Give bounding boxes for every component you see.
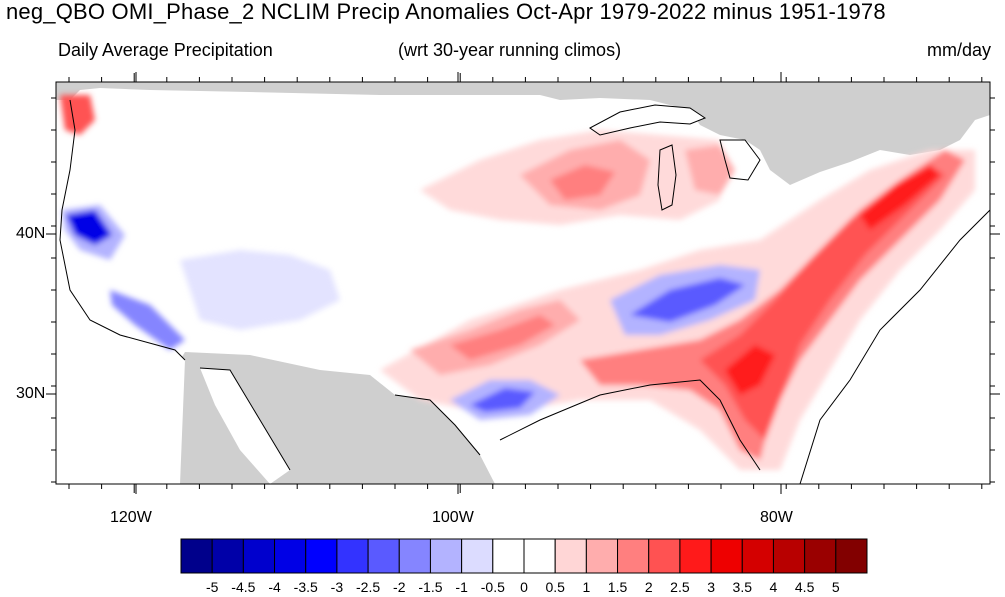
colorbar-swatch	[585, 538, 619, 574]
colorbar-swatch	[835, 538, 868, 574]
lon-label-120w: 120W	[110, 509, 152, 526]
lake-superior-mask	[590, 105, 705, 135]
canada-mask	[56, 82, 990, 185]
neg-west	[180, 250, 340, 330]
map-title: neg_QBO OMI_Phase_2 NCLIM Precip Anomali…	[6, 0, 886, 24]
colorbar-swatch	[741, 538, 774, 574]
colorbar-tick-label: -2	[393, 579, 406, 595]
colorbar-tick-label: -1	[455, 579, 468, 595]
colorbar-swatch	[461, 538, 494, 574]
baja-outline	[199, 367, 291, 471]
colorbar-tick-label: -5	[206, 579, 219, 595]
colorbar-swatch	[429, 538, 463, 574]
colorbar-tick-label: 3	[707, 579, 715, 595]
colorbar-swatch	[398, 538, 431, 574]
neg-texas-core	[470, 388, 535, 412]
lon-label-80w: 80W	[760, 509, 793, 526]
colorbar-tick-label: -0.5	[481, 579, 505, 595]
pacific-water	[56, 100, 185, 484]
colorbar-swatch	[211, 538, 244, 574]
lon-label-100w: 100W	[432, 509, 474, 526]
lat-label-30n: 30N	[16, 385, 46, 402]
colorbar-tick-label: 5	[832, 579, 840, 595]
colorbar-tick-label: 1	[582, 579, 590, 595]
colorbar-swatch	[554, 538, 587, 574]
colorbar-tick-label: 4.5	[795, 579, 815, 595]
colorbar-tick-label: -3.5	[294, 579, 318, 595]
colorbar-swatch	[679, 538, 712, 574]
colorbar-tick-label: -4.5	[231, 579, 255, 595]
colorbar-tick-label: 2.5	[670, 579, 690, 595]
colorbar-swatch	[242, 538, 276, 574]
colorbar-tick-label: -1.5	[418, 579, 442, 595]
neg-california-core	[66, 210, 112, 245]
great-lakes-outline	[589, 104, 761, 211]
pos-northeast-core	[860, 165, 940, 230]
colorbar-swatch	[336, 538, 369, 574]
colorbar-tick-label: 3.5	[733, 579, 753, 595]
atlantic-water	[800, 210, 990, 484]
colorbar-tick-label: 0.5	[545, 579, 565, 595]
colorbar-swatch	[305, 538, 338, 574]
colorbar-swatch	[523, 538, 556, 574]
colorbar-swatch	[492, 538, 525, 574]
neg-ohio-valley-core	[630, 278, 745, 322]
colorbar-tick-label: -2.5	[356, 579, 380, 595]
colorbar-swatch	[274, 538, 307, 574]
pos-pacific-northwest	[60, 95, 95, 135]
colorbar-swatch	[772, 538, 806, 574]
colorbar-tick-label: 1.5	[608, 579, 628, 595]
variable-label: Daily Average Precipitation	[58, 40, 273, 60]
axis-ticks	[46, 72, 1000, 494]
lat-label-40n: 40N	[16, 225, 46, 242]
pos-carolina-core	[725, 345, 775, 395]
colorbar-swatch	[710, 538, 743, 574]
colorbar-swatch	[180, 538, 213, 574]
east-coast-outline	[799, 209, 990, 484]
gulf-coast-outline	[394, 379, 761, 471]
neg-socal	[110, 290, 185, 350]
colorbar-tick-label: 2	[645, 579, 653, 595]
colorbar-tick-label: 0	[520, 579, 528, 595]
pos-band-core	[450, 315, 555, 360]
pos-anomaly-michigan	[685, 145, 735, 195]
colorbar-swatch	[804, 538, 837, 574]
pos-anomaly-iowa-core	[550, 165, 615, 200]
anomaly-field	[60, 95, 975, 470]
colorbar-swatch	[367, 538, 400, 574]
units-label: mm/day	[926, 40, 991, 60]
map-frame	[55, 81, 991, 485]
colorbar-tick-label: 4	[770, 579, 778, 595]
colorbar-swatch	[617, 538, 650, 574]
colorbar-tick-label: -4	[268, 579, 281, 595]
west-coast-outline	[59, 99, 186, 361]
colorbar: -5 -4.5 -4 -3.5 -3 -2.5 -2 -1.5 -1 -0.5 0 0.5 1 1.5 2 2…	[180, 538, 868, 595]
colorbar-swatch	[648, 538, 681, 574]
baja-gulf	[200, 368, 290, 484]
coastlines	[59, 99, 990, 484]
climatology-note: (wrt 30-year running climos)	[398, 40, 622, 60]
colorbar-tick-label: -3	[331, 579, 344, 595]
